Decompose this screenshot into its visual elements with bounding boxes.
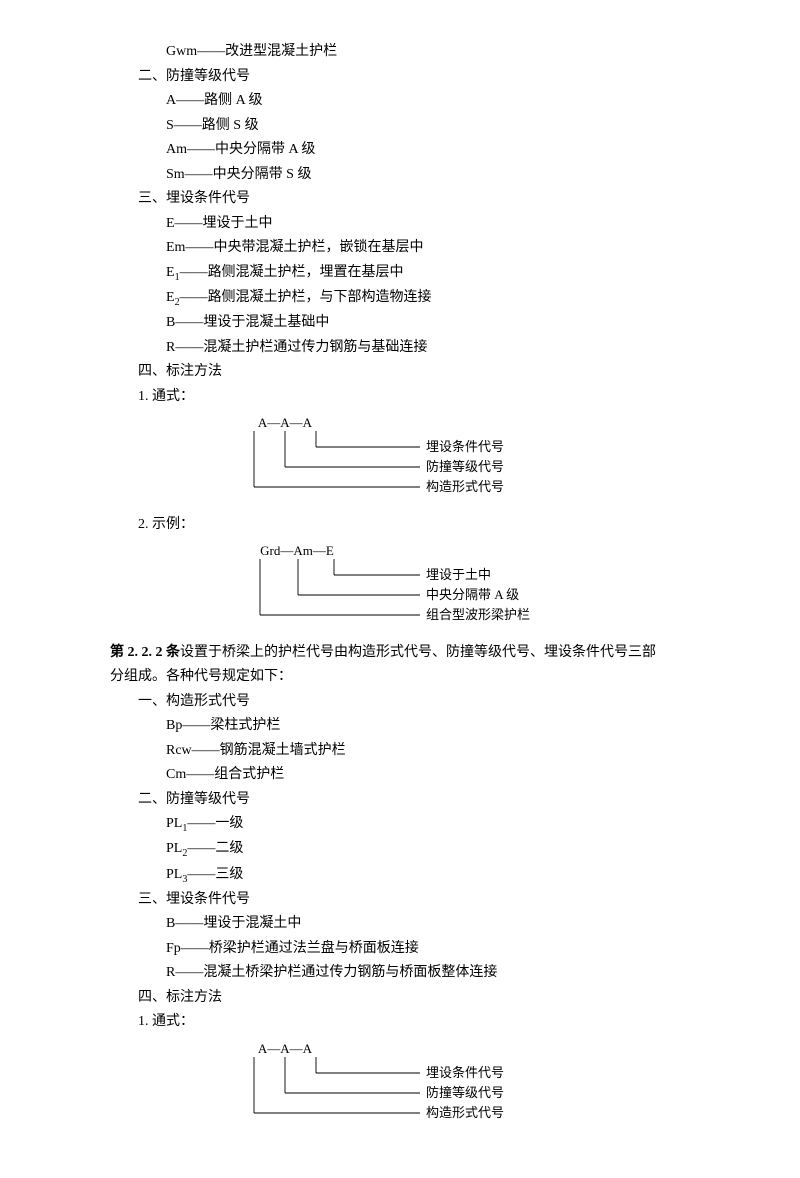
b3-l1: B——埋设于混凝土中 bbox=[110, 912, 690, 937]
s2-l3: Am——中央分隔带 A 级 bbox=[110, 138, 690, 163]
section2-title: 二、防撞等级代号 bbox=[110, 65, 690, 90]
b3-title: 三、埋设条件代号 bbox=[110, 888, 690, 913]
s3-l3-code: E bbox=[166, 265, 175, 280]
line-gwm: Gwm——改进型混凝土护栏 bbox=[110, 40, 690, 65]
b2-l1-code: PL bbox=[166, 816, 182, 831]
b2-l1: PL1——一级 bbox=[110, 812, 690, 837]
svg-text:防撞等级代号: 防撞等级代号 bbox=[426, 459, 504, 474]
b2-l3: PL3——三级 bbox=[110, 863, 690, 888]
svg-text:构造形式代号: 构造形式代号 bbox=[426, 1105, 504, 1120]
section4-title: 四、标注方法 bbox=[110, 360, 690, 385]
svg-text:埋设条件代号: 埋设条件代号 bbox=[426, 439, 504, 454]
b2-l3-text: ——三级 bbox=[187, 867, 243, 882]
article-text2: 分组成。各种代号规定如下： bbox=[110, 665, 690, 690]
section3-title: 三、埋设条件代号 bbox=[110, 187, 690, 212]
b1-l2: Rcw——钢筋混凝土墙式护栏 bbox=[110, 739, 690, 764]
s3-l6: R——混凝土护栏通过传力钢筋与基础连接 bbox=[110, 336, 690, 361]
svg-text:埋设条件代号: 埋设条件代号 bbox=[426, 1065, 504, 1080]
diagram-3: A—A—A 埋设条件代号防撞等级代号构造形式代号 bbox=[110, 1041, 690, 1133]
b2-l1-text: ——一级 bbox=[187, 816, 243, 831]
s2-l2: S——路侧 S 级 bbox=[110, 114, 690, 139]
svg-text:A—A—A: A—A—A bbox=[258, 415, 313, 430]
s3-l5: B——埋设于混凝土基础中 bbox=[110, 311, 690, 336]
b3-l3: R——混凝土桥梁护栏通过传力钢筋与桥面板整体连接 bbox=[110, 961, 690, 986]
s2-l1: A——路侧 A 级 bbox=[110, 89, 690, 114]
s3-l3-text: ——路侧混凝土护栏，埋置在基层中 bbox=[180, 265, 404, 280]
svg-text:组合型波形梁护栏: 组合型波形梁护栏 bbox=[426, 607, 530, 622]
s4-2: 2. 示例： bbox=[110, 513, 690, 538]
svg-text:中央分隔带 A 级: 中央分隔带 A 级 bbox=[426, 587, 519, 602]
s3-l3: E1——路侧混凝土护栏，埋置在基层中 bbox=[110, 261, 690, 286]
s4-1: 1. 通式： bbox=[110, 385, 690, 410]
b2-title: 二、防撞等级代号 bbox=[110, 788, 690, 813]
b2-l2-code: PL bbox=[166, 841, 182, 856]
b4-title: 四、标注方法 bbox=[110, 986, 690, 1011]
article-text1: 设置于桥梁上的护栏代号由构造形式代号、防撞等级代号、埋设条件代号三部 bbox=[180, 645, 656, 660]
b3-l2: Fp——桥梁护栏通过法兰盘与桥面板连接 bbox=[110, 937, 690, 962]
s2-l4: Sm——中央分隔带 S 级 bbox=[110, 163, 690, 188]
s3-l4: E2——路侧混凝土护栏，与下部构造物连接 bbox=[110, 286, 690, 311]
b1-title: 一、构造形式代号 bbox=[110, 690, 690, 715]
b4-1: 1. 通式： bbox=[110, 1010, 690, 1035]
article-222: 第 2. 2. 2 条设置于桥梁上的护栏代号由构造形式代号、防撞等级代号、埋设条… bbox=[110, 641, 690, 666]
svg-text:A—A—A: A—A—A bbox=[258, 1041, 313, 1056]
svg-text:构造形式代号: 构造形式代号 bbox=[426, 479, 504, 494]
diagram-1: A—A—A 埋设条件代号防撞等级代号构造形式代号 bbox=[110, 415, 690, 507]
diagram-2: Grd—Am—E 埋设于土中中央分隔带 A 级组合型波形梁护栏 bbox=[110, 543, 690, 635]
svg-text:埋设于土中: 埋设于土中 bbox=[426, 567, 491, 582]
svg-text:Grd—Am—E: Grd—Am—E bbox=[260, 543, 334, 558]
b1-l1: Bp——梁柱式护栏 bbox=[110, 714, 690, 739]
b2-l2: PL2——二级 bbox=[110, 837, 690, 862]
article-number: 第 2. 2. 2 条 bbox=[110, 645, 180, 660]
b2-l2-text: ——二级 bbox=[187, 841, 243, 856]
b1-l3: Cm——组合式护栏 bbox=[110, 763, 690, 788]
s3-l4-text: ——路侧混凝土护栏，与下部构造物连接 bbox=[180, 290, 432, 305]
s3-l2: Em——中央带混凝土护栏，嵌锁在基层中 bbox=[110, 236, 690, 261]
s3-l1: E——埋设于土中 bbox=[110, 212, 690, 237]
b2-l3-code: PL bbox=[166, 867, 182, 882]
s3-l4-code: E bbox=[166, 290, 175, 305]
svg-text:防撞等级代号: 防撞等级代号 bbox=[426, 1085, 504, 1100]
